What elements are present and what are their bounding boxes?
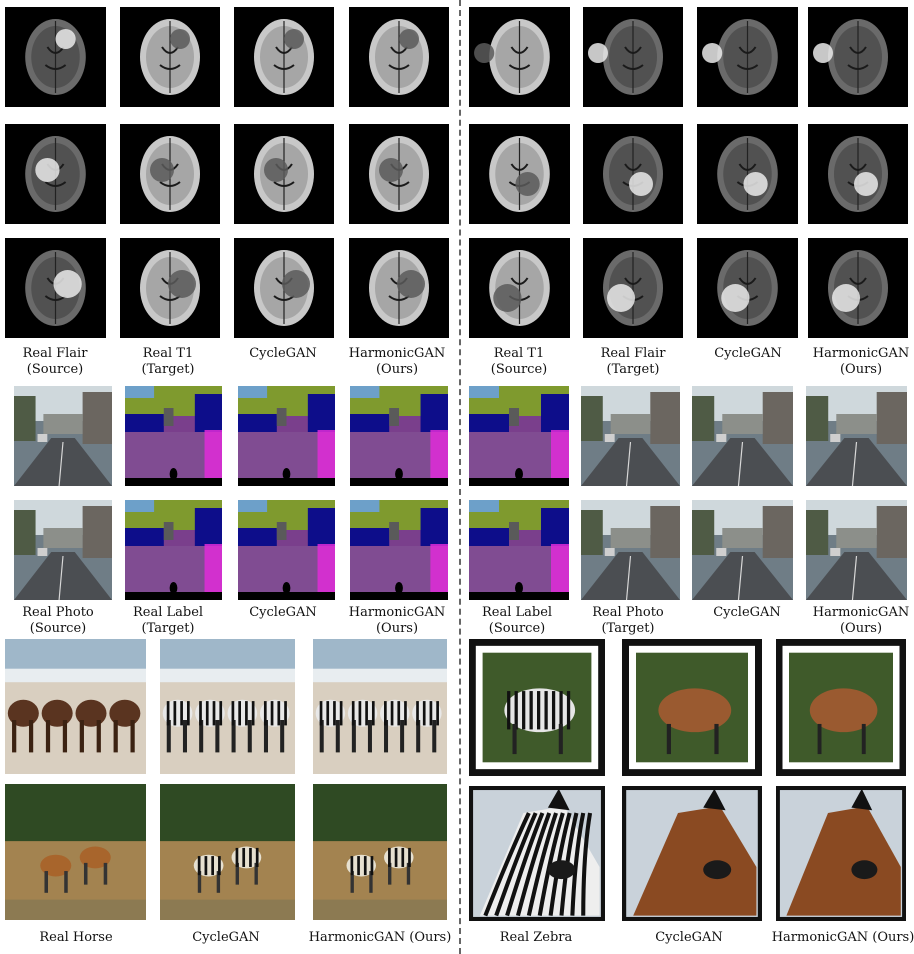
- street-photo-image: [806, 500, 907, 600]
- caption-harmonicgan-ours: HarmonicGAN (Ours): [348, 346, 446, 377]
- segmentation-label-image: [238, 386, 335, 486]
- segmentation-label-image: [238, 500, 335, 600]
- street-photo-image: [581, 386, 680, 486]
- street-photo-image: [14, 500, 112, 600]
- horse-beach-image: [5, 639, 146, 774]
- segmentation-label-image: [469, 500, 569, 600]
- caption-real-photo-target: Real Photo (Target): [592, 605, 664, 636]
- horse-head-image: [776, 786, 906, 921]
- caption-cyclegan: CycleGAN: [249, 605, 317, 620]
- street-photo-image: [806, 386, 907, 486]
- segmentation-label-image: [125, 500, 222, 600]
- street-photo-image: [14, 386, 112, 486]
- horse-field-image: [5, 784, 146, 920]
- caption-harmonicgan-ours: HarmonicGAN (Ours): [348, 605, 446, 636]
- mri-scan-image: [469, 7, 570, 107]
- zebra-framed-image: [469, 639, 605, 776]
- segmentation-label-image: [125, 386, 222, 486]
- mri-scan-image: [120, 238, 220, 338]
- horse-head-image: [622, 786, 762, 921]
- caption-harmonicgan-ours: HarmonicGAN (Ours): [812, 346, 910, 377]
- zebra-field-image: [160, 784, 295, 920]
- street-photo-image: [692, 386, 793, 486]
- zebra-beach-image: [313, 639, 447, 774]
- mri-scan-image: [808, 124, 908, 224]
- caption-cyclegan: CycleGAN: [713, 605, 781, 620]
- segmentation-label-image: [469, 386, 569, 486]
- caption-real-horse: Real Horse: [39, 930, 113, 945]
- horse-framed-image: [622, 639, 762, 776]
- caption-real-label-source: Real Label (Source): [481, 605, 553, 636]
- mri-scan-image: [234, 124, 334, 224]
- street-photo-image: [692, 500, 793, 600]
- mri-scan-image: [120, 124, 220, 224]
- section-divider: [459, 0, 461, 954]
- segmentation-label-image: [350, 386, 448, 486]
- mri-scan-image: [469, 238, 570, 338]
- caption-cyclegan: CycleGAN: [714, 346, 782, 361]
- mri-scan-image: [583, 7, 683, 107]
- zebra-head-image: [469, 786, 605, 921]
- mri-scan-image: [469, 124, 570, 224]
- caption-real-photo-source: Real Photo (Source): [22, 605, 94, 636]
- segmentation-label-image: [350, 500, 448, 600]
- mri-scan-image: [583, 124, 683, 224]
- mri-scan-image: [234, 7, 334, 107]
- mri-scan-image: [349, 7, 449, 107]
- caption-real-label-target: Real Label (Target): [132, 605, 204, 636]
- mri-scan-image: [697, 7, 798, 107]
- caption-real-t1-target: Real T1 (Target): [141, 346, 195, 377]
- caption-cyclegan: CycleGAN: [249, 346, 317, 361]
- street-photo-image: [581, 500, 680, 600]
- mri-scan-image: [808, 7, 908, 107]
- caption-real-flair-target: Real Flair (Target): [600, 346, 666, 377]
- caption-real-t1-source: Real T1 (Source): [490, 346, 548, 377]
- mri-scan-image: [5, 124, 106, 224]
- mri-scan-image: [697, 124, 798, 224]
- mri-scan-image: [808, 238, 908, 338]
- zebra-beach-image: [160, 639, 295, 774]
- mri-scan-image: [234, 238, 334, 338]
- caption-cyclegan: CycleGAN: [192, 930, 260, 945]
- caption-cyclegan: CycleGAN: [655, 930, 723, 945]
- caption-harmonicgan-ours: HarmonicGAN (Ours): [308, 930, 452, 945]
- caption-harmonicgan-ours: HarmonicGAN (Ours): [812, 605, 910, 636]
- mri-scan-image: [349, 238, 449, 338]
- mri-scan-image: [697, 238, 798, 338]
- mri-scan-image: [5, 238, 106, 338]
- zebra-field-image: [313, 784, 447, 920]
- mri-scan-image: [349, 124, 449, 224]
- mri-scan-image: [583, 238, 683, 338]
- mri-scan-image: [5, 7, 106, 107]
- mri-scan-image: [120, 7, 220, 107]
- caption-real-flair-source: Real Flair (Source): [22, 346, 88, 377]
- caption-real-zebra: Real Zebra: [499, 930, 573, 945]
- horse-framed-image: [776, 639, 906, 776]
- caption-harmonicgan-ours: HarmonicGAN (Ours): [771, 930, 914, 945]
